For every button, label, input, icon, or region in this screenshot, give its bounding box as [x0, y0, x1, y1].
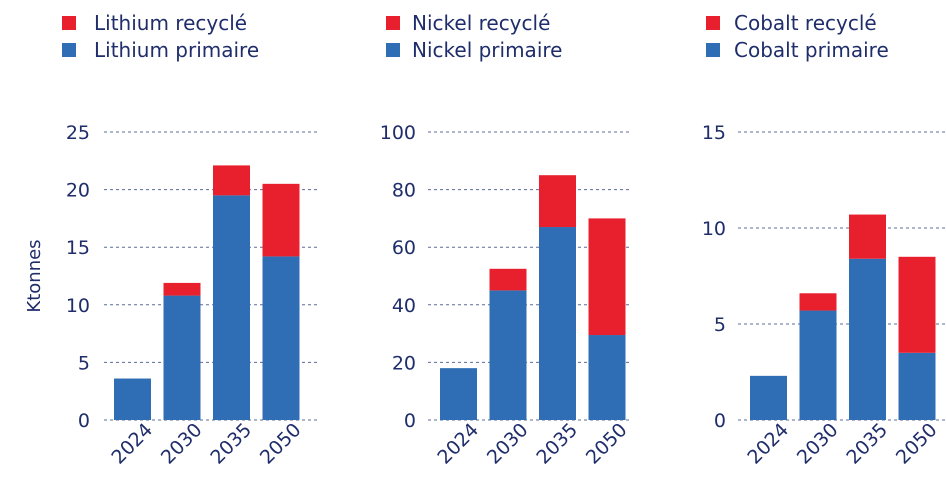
- y-tick-label: 20: [66, 180, 90, 202]
- y-tick-label: 10: [702, 218, 726, 240]
- legend-swatch-primary: [706, 43, 720, 57]
- bar-recycled: [262, 183, 300, 257]
- y-tick-label: 15: [702, 122, 726, 144]
- y-tick-label: 60: [392, 237, 416, 259]
- y-tick-label: 100: [380, 122, 416, 144]
- legend-swatch-primary: [386, 43, 400, 57]
- x-tick-label: 2024: [433, 419, 483, 469]
- y-axis-title: Ktonnes: [24, 239, 45, 312]
- x-tick-label: 2035: [206, 419, 256, 469]
- y-tick-label: 15: [66, 237, 90, 259]
- x-tick-label: 2050: [582, 419, 632, 469]
- bar-primary: [440, 368, 477, 420]
- x-tick-label: 2024: [107, 419, 157, 469]
- x-tick-label: 2050: [892, 419, 942, 469]
- bar-recycled: [489, 268, 527, 291]
- bar-primary: [539, 227, 576, 420]
- legend-label: Nickel recyclé: [412, 11, 550, 35]
- bar-recycled: [539, 175, 576, 228]
- bar-recycled: [163, 282, 201, 296]
- bar-recycled: [588, 218, 626, 336]
- bar-primary: [849, 258, 886, 420]
- bar-primary: [898, 352, 936, 420]
- x-tick-label: 2050: [256, 419, 306, 469]
- bar-primary: [750, 375, 787, 420]
- y-tick-label: 40: [392, 295, 416, 317]
- bar-primary: [588, 335, 626, 420]
- x-tick-label: 2024: [743, 419, 793, 469]
- x-tick-label: 2030: [793, 419, 843, 469]
- bar-primary: [262, 256, 300, 420]
- legend-swatch-recycled: [706, 16, 720, 30]
- legend-label: Cobalt recyclé: [734, 11, 877, 35]
- bar-primary: [114, 378, 151, 420]
- x-tick-label: 2035: [532, 419, 582, 469]
- legend-label: Lithium primaire: [94, 38, 259, 62]
- legend-label: Cobalt primaire: [734, 38, 889, 62]
- legend-label: Lithium recyclé: [94, 11, 247, 35]
- y-tick-label: 5: [78, 352, 90, 374]
- bar-primary: [799, 310, 837, 420]
- bar-recycled: [898, 256, 936, 353]
- bar-recycled: [213, 165, 250, 196]
- legend-swatch-primary: [62, 43, 76, 57]
- x-tick-label: 2035: [842, 419, 892, 469]
- y-tick-label: 0: [404, 410, 416, 432]
- bar-primary: [489, 290, 527, 420]
- legend-swatch-recycled: [62, 16, 76, 30]
- y-tick-label: 0: [714, 410, 726, 432]
- y-tick-label: 80: [392, 180, 416, 202]
- bar-primary: [163, 295, 201, 420]
- y-tick-label: 25: [66, 122, 90, 144]
- legend-label: Nickel primaire: [412, 38, 562, 62]
- x-tick-label: 2030: [483, 419, 533, 469]
- x-tick-label: 2030: [157, 419, 207, 469]
- bar-recycled: [799, 293, 837, 311]
- bar-recycled: [849, 214, 886, 259]
- y-tick-label: 20: [392, 352, 416, 374]
- y-tick-label: 0: [78, 410, 90, 432]
- y-tick-label: 5: [714, 314, 726, 336]
- bar-primary: [213, 195, 250, 420]
- y-tick-label: 10: [66, 295, 90, 317]
- legend-swatch-recycled: [386, 16, 400, 30]
